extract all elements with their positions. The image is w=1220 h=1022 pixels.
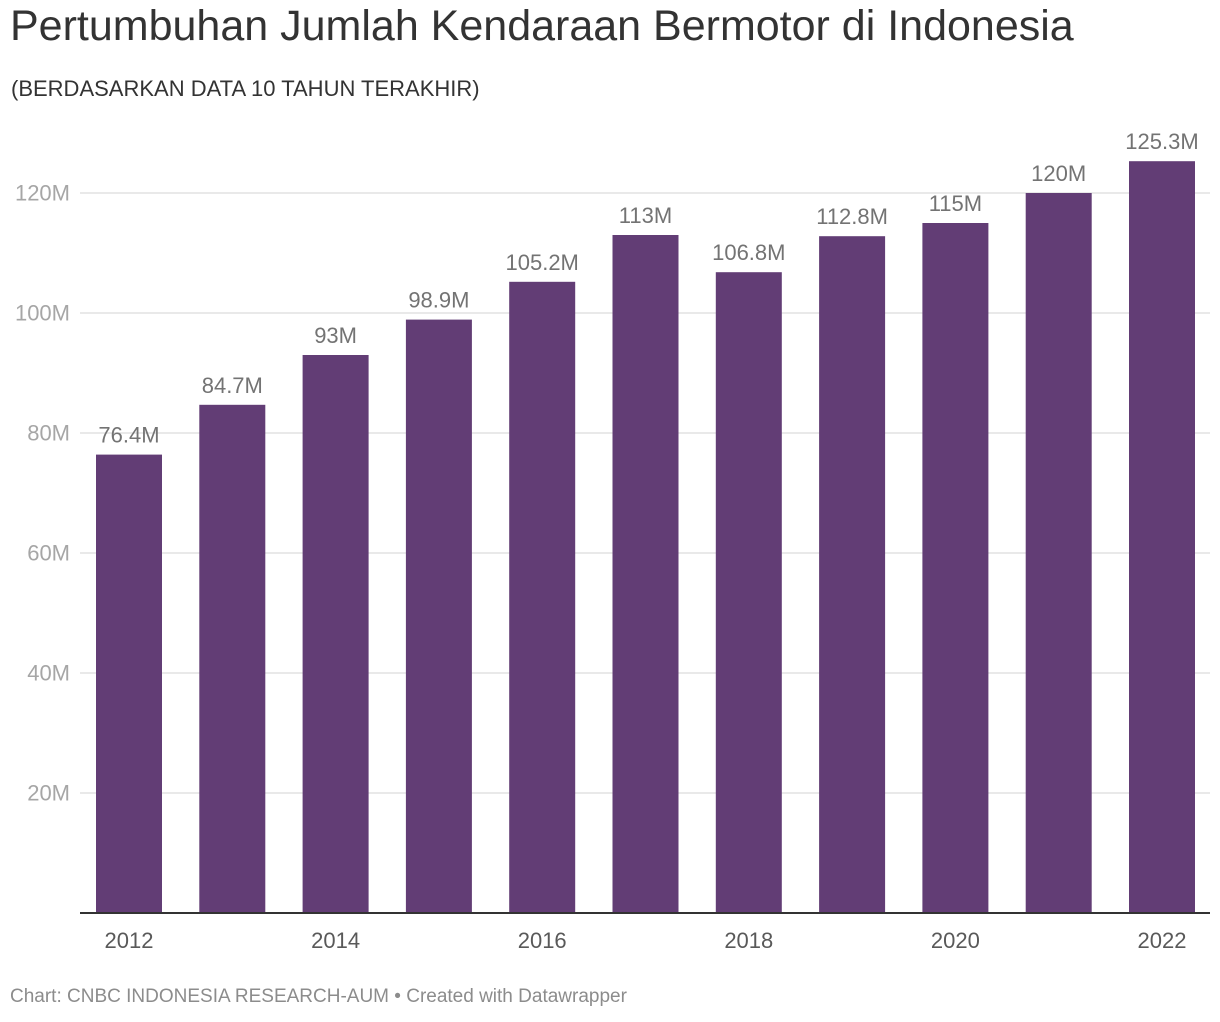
x-tick-label: 2014 [311, 928, 360, 953]
bar-value-label: 84.7M [202, 373, 263, 398]
x-tick-label: 2016 [518, 928, 567, 953]
chart-title: Pertumbuhan Jumlah Kendaraan Bermotor di… [10, 2, 1074, 50]
bar-2014 [302, 355, 369, 913]
bar-2018 [715, 272, 782, 913]
bar-value-label: 76.4M [98, 423, 159, 448]
bar-2021 [1025, 193, 1092, 913]
chart-source-footer: Chart: CNBC INDONESIA RESEARCH-AUM • Cre… [10, 986, 627, 1007]
bar-2020 [922, 223, 989, 913]
bar-2017 [612, 235, 679, 913]
x-tick-label: 2018 [724, 928, 773, 953]
y-tick-label: 40M [27, 661, 70, 686]
x-tick-label: 2022 [1138, 928, 1187, 953]
y-tick-label: 60M [27, 541, 70, 566]
y-tick-label: 100M [15, 301, 70, 326]
y-tick-label: 120M [15, 181, 70, 206]
bar-value-label: 113M [619, 203, 672, 228]
x-tick-label: 2012 [105, 928, 154, 953]
bar-value-label: 125.3M [1125, 129, 1198, 154]
bar-value-label: 98.9M [408, 288, 469, 313]
y-tick-label: 20M [27, 781, 70, 806]
gridlines: 20M 40M 60M 80M 100M 120M [15, 181, 1210, 806]
bar-value-label: 115M [929, 191, 982, 216]
bar-value-label: 105.2M [506, 250, 579, 275]
x-tick-label: 2020 [931, 928, 980, 953]
chart-subtitle: (BERDASARKAN DATA 10 TAHUN TERAKHIR) [11, 76, 480, 101]
bar-2015 [405, 319, 472, 914]
bar-2012 [96, 454, 162, 913]
bar-chart: 20M 40M 60M 80M 100M 120M 76.4M 84.7M 93M 98.9M 1… [15, 129, 1210, 953]
bar-2013 [199, 404, 266, 913]
bar-2019 [819, 236, 886, 913]
bar-2016 [509, 281, 576, 913]
bars [96, 161, 1195, 914]
bar-value-label: 120M [1031, 161, 1086, 186]
bar-value-label: 93M [314, 323, 357, 348]
x-axis-tick-labels: 2012 2014 2016 2018 2020 2022 [105, 928, 1187, 953]
bar-2022 [1129, 161, 1195, 913]
bar-value-label: 106.8M [712, 240, 785, 265]
y-tick-label: 80M [27, 421, 70, 446]
bar-value-label: 112.8M [816, 204, 888, 229]
bar-value-labels: 76.4M 84.7M 93M 98.9M 105.2M 113M 106.8M 112.8M… [98, 129, 1198, 447]
